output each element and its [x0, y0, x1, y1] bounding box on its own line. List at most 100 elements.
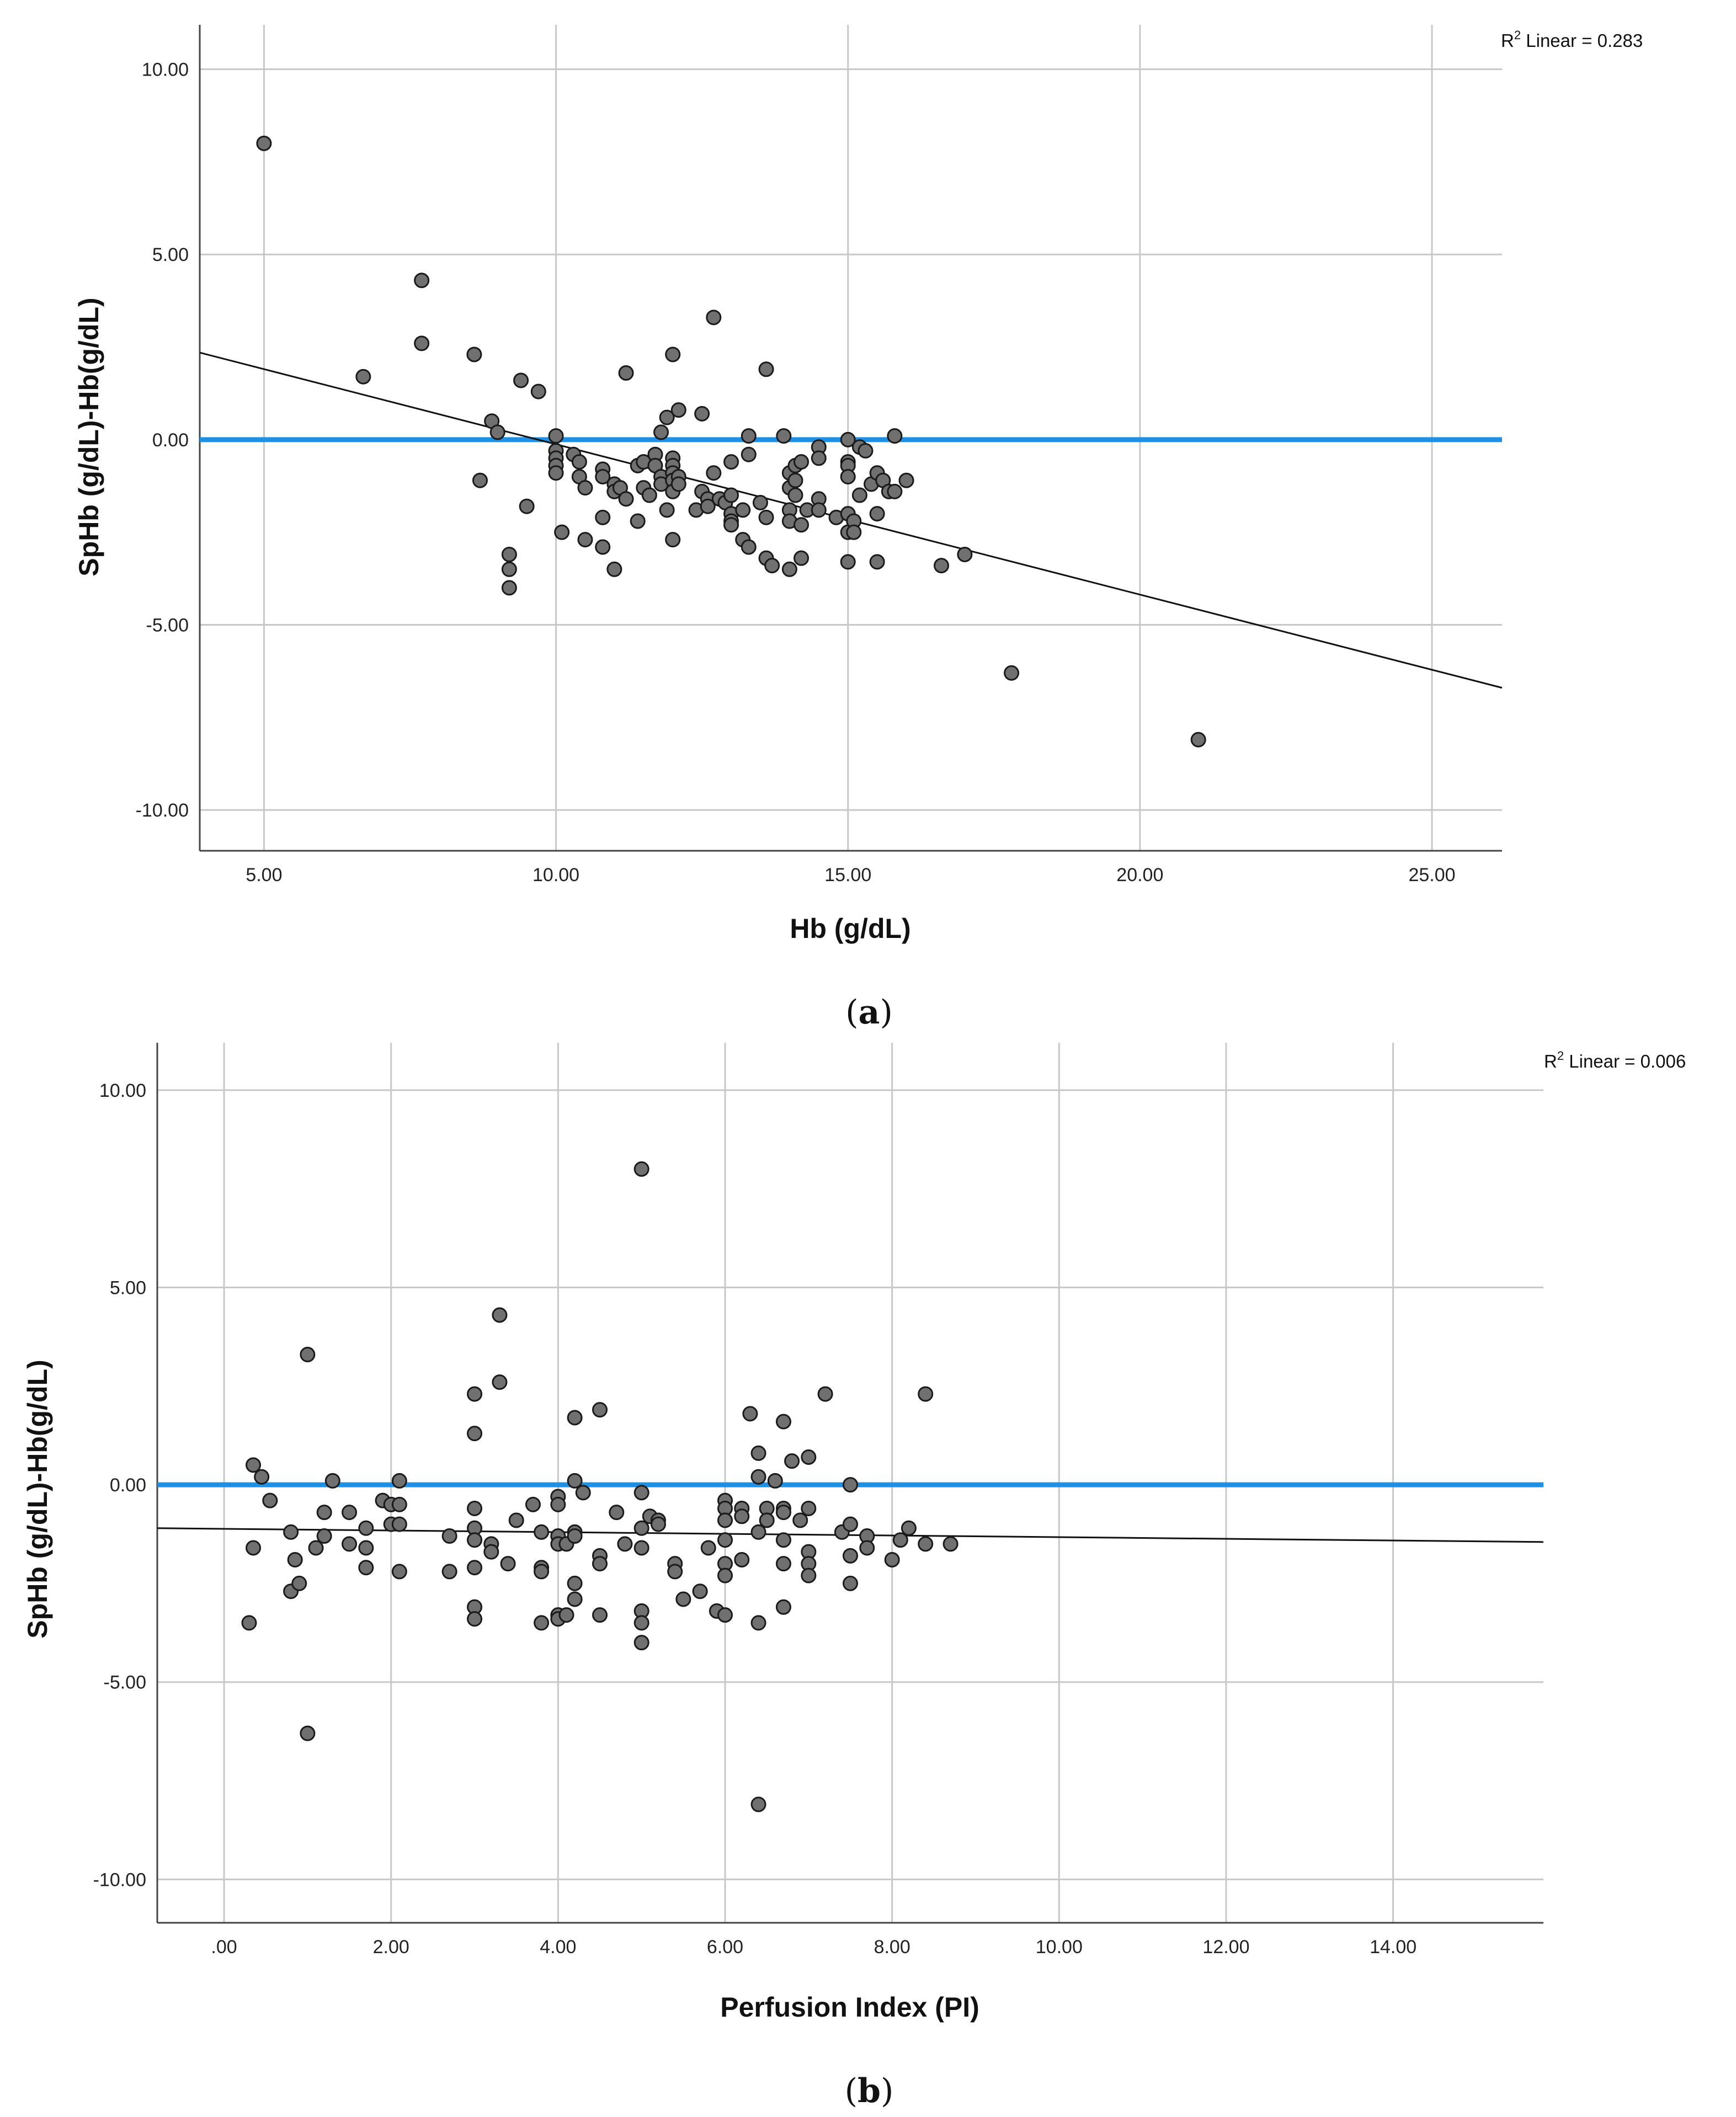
- scatter-point: [641, 487, 657, 503]
- scatter-point: [501, 561, 517, 577]
- scatter-point: [843, 1575, 858, 1591]
- scatter-point: [441, 1528, 457, 1544]
- scatter-point: [316, 1528, 332, 1544]
- scatter-point: [781, 561, 797, 577]
- scatter-point: [575, 1485, 591, 1501]
- scatter-point: [700, 498, 716, 514]
- scatter-point: [884, 1551, 900, 1567]
- scatter-point: [592, 1607, 608, 1623]
- scatter-point: [759, 1512, 775, 1528]
- scatter-point: [858, 442, 874, 458]
- y-tick-label: 5.00: [110, 1277, 146, 1298]
- scatter-point: [706, 465, 722, 481]
- scatter-point: [811, 502, 827, 518]
- scatter-point: [717, 1607, 733, 1623]
- x-tick-label: 12.00: [1202, 1937, 1249, 1958]
- scatter-point: [595, 509, 611, 525]
- scatter-point: [567, 1410, 583, 1426]
- scatter-point: [784, 1453, 800, 1469]
- scatter-point: [851, 487, 867, 503]
- scatter-point: [256, 135, 272, 151]
- scatter-point: [633, 1540, 649, 1556]
- scatter-point: [734, 1551, 750, 1567]
- data-points: [256, 135, 1206, 748]
- scatter-point: [957, 546, 973, 562]
- scatter-point: [898, 472, 914, 488]
- scatter-point: [723, 454, 739, 470]
- r2-label: R2 Linear = 0.006: [1544, 1049, 1686, 1071]
- scatter-point: [1004, 665, 1020, 681]
- chart-panel-a: 5.00 10.00 15.00 20.00 25.00 10.00 5.00 0.00 -5…: [73, 25, 1643, 1032]
- scatter-point: [843, 1516, 858, 1532]
- scatter-point: [787, 487, 803, 503]
- scatter-point: [595, 468, 611, 484]
- scatter-point: [706, 310, 722, 326]
- data-points: [241, 1161, 958, 1812]
- scatter-point: [262, 1492, 278, 1508]
- scatter-point: [606, 561, 622, 577]
- y-tick-label: 0.00: [110, 1475, 146, 1496]
- scatter-point: [794, 550, 810, 566]
- scatter-point: [1190, 732, 1206, 748]
- scatter-point: [291, 1575, 307, 1591]
- scatter-point: [869, 554, 885, 570]
- scatter-point: [492, 1374, 508, 1390]
- scatter-point: [750, 1796, 766, 1812]
- scatter-point: [843, 1477, 858, 1493]
- scatter-point: [609, 1505, 625, 1521]
- scatter-point: [467, 1500, 483, 1516]
- scatter-point: [758, 509, 774, 525]
- x-tick-label: 2.00: [373, 1937, 409, 1958]
- scatter-point: [840, 431, 856, 447]
- y-tick-label: 10.00: [99, 1080, 146, 1101]
- scatter-point: [513, 372, 529, 388]
- scatter-point: [391, 1564, 407, 1580]
- y-tick-label: -5.00: [104, 1672, 147, 1693]
- scatter-point: [811, 450, 827, 466]
- scatter-point: [901, 1520, 917, 1536]
- scatter-point: [567, 1473, 583, 1489]
- scatter-point: [750, 1469, 766, 1485]
- scatter-point: [391, 1473, 407, 1489]
- scatter-point: [508, 1512, 524, 1528]
- scatter-point: [887, 483, 903, 499]
- scatter-point: [734, 1508, 750, 1524]
- scatter-point: [741, 446, 757, 462]
- scatter-point: [840, 468, 856, 484]
- scatter-point: [840, 554, 856, 570]
- scatter-point: [358, 1520, 374, 1536]
- x-tick-label: 15.00: [824, 865, 871, 886]
- scatter-point: [571, 454, 587, 470]
- scatter-point: [342, 1505, 358, 1521]
- scatter-point: [670, 402, 686, 418]
- scatter-point: [414, 335, 430, 351]
- panel-caption-a: (a): [845, 993, 893, 1032]
- scatter-point: [767, 1473, 783, 1489]
- scatter-point: [342, 1536, 358, 1552]
- scatter-point: [801, 1500, 817, 1516]
- scatter-point: [501, 580, 517, 596]
- x-tick-labels: .00 2.00 4.00 6.00 8.00 10.00 12.00 14.00: [211, 1937, 1417, 1958]
- scatter-point: [665, 532, 681, 548]
- scatter-point: [887, 428, 903, 444]
- scatter-point: [717, 1567, 733, 1583]
- scatter-point: [918, 1536, 934, 1552]
- y-tick-label: 0.00: [152, 430, 189, 451]
- scatter-point: [254, 1469, 270, 1485]
- scatter-point: [567, 1528, 583, 1544]
- panel-caption-b: (b): [845, 2072, 894, 2110]
- x-tick-label: 6.00: [707, 1937, 743, 1958]
- x-tick-label: 14.00: [1370, 1937, 1417, 1958]
- scatter-point: [776, 428, 792, 444]
- scatter-point: [723, 487, 739, 503]
- scatter-point: [741, 539, 757, 555]
- scatter-point: [283, 1524, 299, 1540]
- x-tick-label: 10.00: [532, 865, 579, 886]
- scatter-point: [918, 1386, 934, 1402]
- scatter-point: [792, 1512, 808, 1528]
- scatter-point: [659, 409, 675, 425]
- scatter-point: [653, 424, 669, 440]
- scatter-point: [467, 1532, 483, 1548]
- scatter-point: [300, 1347, 316, 1363]
- scatter-point: [567, 1575, 583, 1591]
